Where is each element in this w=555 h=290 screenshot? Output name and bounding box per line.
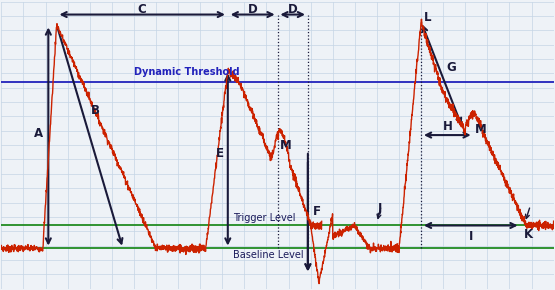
Text: D: D bbox=[248, 3, 258, 16]
Text: M: M bbox=[280, 139, 292, 152]
Text: M: M bbox=[475, 123, 487, 136]
Text: A: A bbox=[34, 127, 43, 140]
Text: Trigger Level: Trigger Level bbox=[233, 213, 296, 224]
Text: F: F bbox=[313, 205, 321, 218]
Text: I: I bbox=[468, 230, 473, 243]
Text: H: H bbox=[443, 120, 452, 133]
Text: G: G bbox=[447, 61, 456, 74]
Text: K: K bbox=[524, 228, 533, 241]
Text: J: J bbox=[377, 202, 382, 215]
Text: Dynamic Threshold: Dynamic Threshold bbox=[134, 67, 240, 77]
Text: Baseline Level: Baseline Level bbox=[233, 250, 304, 260]
Text: E: E bbox=[215, 147, 224, 160]
Text: L: L bbox=[424, 11, 431, 24]
Text: B: B bbox=[91, 104, 100, 117]
Text: D: D bbox=[288, 3, 298, 16]
Text: C: C bbox=[138, 3, 147, 16]
